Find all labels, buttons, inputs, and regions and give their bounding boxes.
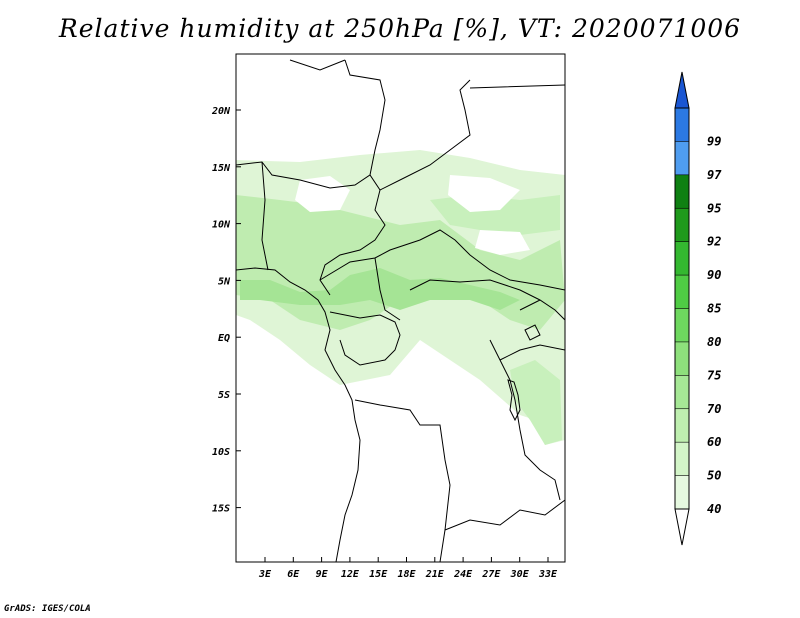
- humidity-patch: [448, 175, 520, 212]
- colorbar-label: 70: [707, 402, 721, 416]
- colorbar-segment: [675, 308, 689, 342]
- map-outlines: [236, 59, 565, 562]
- colorbar-segment: [675, 341, 689, 376]
- lon-label: 15E: [369, 569, 388, 580]
- colorbar-segment: [674, 508, 690, 546]
- colorbar: 40 50 60 70 75 80 85 90 92 95 97 99: [674, 71, 722, 546]
- colorbar-segment: [675, 275, 689, 309]
- colorbar-segment: [675, 442, 689, 476]
- lat-label: 5S: [218, 390, 230, 401]
- humidity-patch: [510, 360, 562, 445]
- longitude-axis: 3E 6E 9E 12E 15E 18E 21E 24E 27E 30E 33E: [258, 557, 558, 580]
- country-borders: [236, 59, 565, 562]
- lat-label: 15S: [212, 504, 230, 515]
- humidity-patch: [475, 230, 530, 255]
- colorbar-label: 85: [707, 302, 721, 316]
- lake-outline: [507, 379, 521, 422]
- map-frame: [235, 53, 566, 563]
- lat-label: EQ: [218, 333, 230, 344]
- lat-label: 20N: [211, 106, 231, 117]
- lon-label: 30E: [510, 569, 530, 580]
- colorbar-segment: [675, 141, 689, 175]
- colorbar-segment: [675, 174, 689, 209]
- colorbar-segment: [674, 71, 690, 109]
- lon-label: 24E: [453, 569, 473, 580]
- lon-label: 6E: [287, 569, 300, 580]
- lat-label: 15N: [212, 163, 231, 174]
- lat-label: 5N: [218, 276, 231, 287]
- lon-label: 33E: [538, 569, 558, 580]
- colorbar-segment: [675, 375, 689, 409]
- lon-label: 21E: [425, 569, 445, 580]
- colorbar-segment: [675, 475, 689, 509]
- humidity-patch: [295, 176, 350, 212]
- map-title: Relative humidity at 250hPa [%], VT: 202…: [58, 14, 742, 43]
- grads-credit: GrADS: IGES/COLA: [4, 604, 91, 614]
- colorbar-segment: [675, 408, 689, 443]
- lat-label: 10S: [212, 447, 230, 458]
- colorbar-segment: [675, 208, 689, 242]
- lake-outline: [524, 324, 541, 341]
- humidity-shading: [236, 150, 565, 445]
- colorbar-label: 90: [707, 268, 721, 282]
- colorbar-label: 40: [707, 502, 721, 516]
- colorbar-label: 97: [707, 168, 722, 182]
- colorbar-segment: [675, 241, 689, 276]
- lon-label: 18E: [397, 569, 416, 580]
- colorbar-label: 99: [707, 134, 721, 148]
- lon-label: 12E: [341, 569, 360, 580]
- lon-label: 3E: [258, 569, 272, 580]
- colorbar-label: 60: [707, 435, 721, 449]
- latitude-axis: 20N 15N 10N 5N EQ 5S 10S 15S: [211, 106, 241, 515]
- colorbar-label: 95: [707, 201, 721, 215]
- coastline: [236, 267, 361, 562]
- colorbar-label: 50: [707, 469, 721, 483]
- colorbar-segment: [675, 108, 689, 142]
- colorbar-label: 80: [707, 335, 721, 349]
- colorbar-label: 75: [707, 368, 721, 382]
- lon-label: 27E: [481, 569, 501, 580]
- lon-label: 9E: [316, 569, 329, 580]
- lat-label: 10N: [212, 220, 231, 231]
- colorbar-label: 92: [707, 235, 721, 249]
